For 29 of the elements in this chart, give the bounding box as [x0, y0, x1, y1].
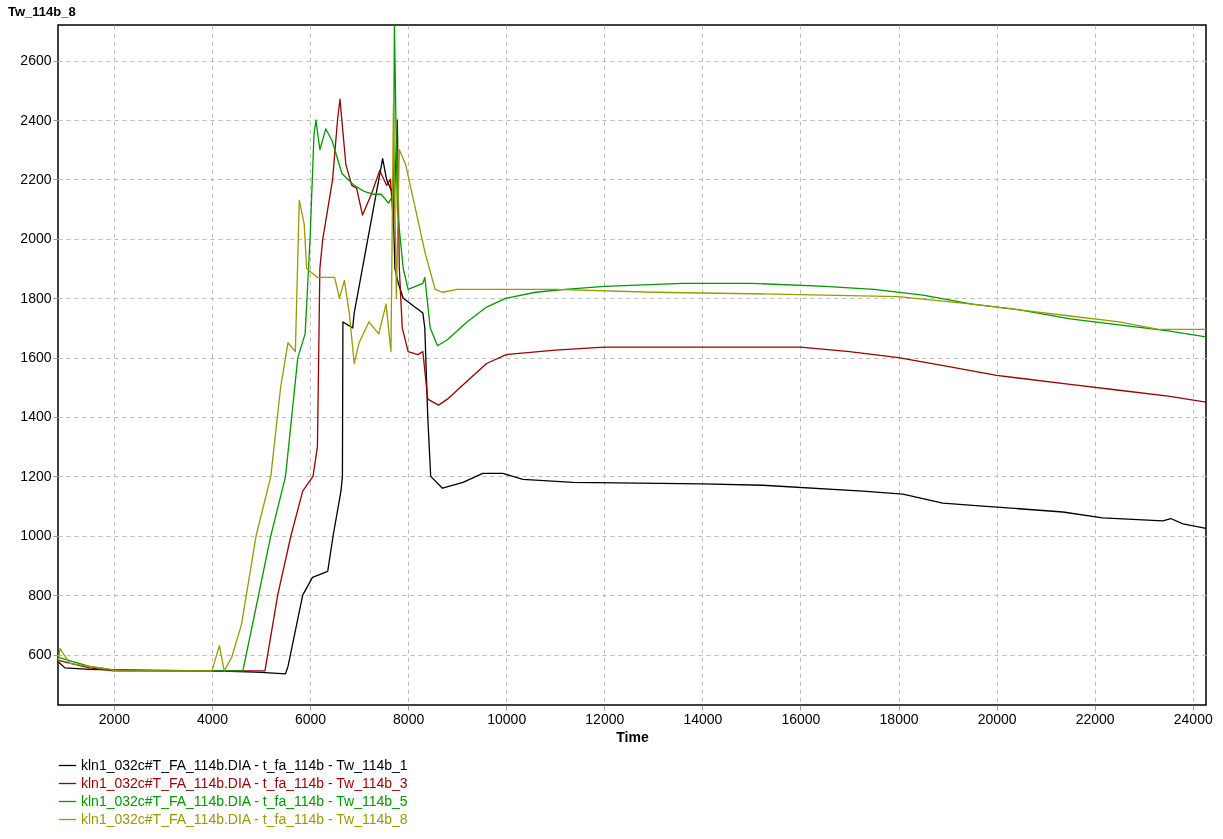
y-tick-label: 600	[28, 646, 52, 663]
x-tick-label: 10000	[487, 710, 527, 727]
x-tick-label: 12000	[585, 710, 625, 727]
y-tick-label: 1400	[20, 408, 52, 425]
x-tick-label: 24000	[1173, 710, 1213, 727]
chart-title: Tw_114b_8	[8, 4, 76, 19]
x-tick-label: 2000	[98, 710, 131, 727]
x-tick-label: 4000	[196, 710, 229, 727]
y-tick-label: 800	[28, 586, 52, 603]
legend-label: kln1_032c#T_FA_114b.DIA - t_fa_114b - Tw_114b_5	[81, 792, 408, 809]
y-tick-label: 2600	[20, 52, 52, 69]
y-tick-label: 1000	[20, 527, 52, 544]
x-tick-label: 6000	[294, 710, 327, 727]
legend-label: kln1_032c#T_FA_114b.DIA - t_fa_114b - Tw_114b_1	[81, 756, 408, 773]
legend-label: kln1_032c#T_FA_114b.DIA - t_fa_114b - Tw_114b_3	[81, 774, 408, 791]
x-tick-label: 20000	[977, 710, 1017, 727]
y-tick-label: 2200	[20, 170, 52, 187]
x-axis-title: Time	[616, 728, 649, 745]
legend-label: kln1_032c#T_FA_114b.DIA - t_fa_114b - Tw_114b_8	[81, 810, 408, 827]
y-tick-label: 1200	[20, 467, 52, 484]
y-tick-label: 2000	[20, 230, 52, 247]
x-tick-label: 16000	[781, 710, 821, 727]
y-tick-label: 1800	[20, 289, 52, 306]
x-tick-label: 18000	[879, 710, 919, 727]
y-tick-label: 2400	[20, 111, 52, 128]
x-tick-label: 22000	[1075, 710, 1115, 727]
y-tick-label: 1600	[20, 349, 52, 366]
x-tick-label: 14000	[683, 710, 723, 727]
x-tick-label: 8000	[393, 710, 425, 727]
